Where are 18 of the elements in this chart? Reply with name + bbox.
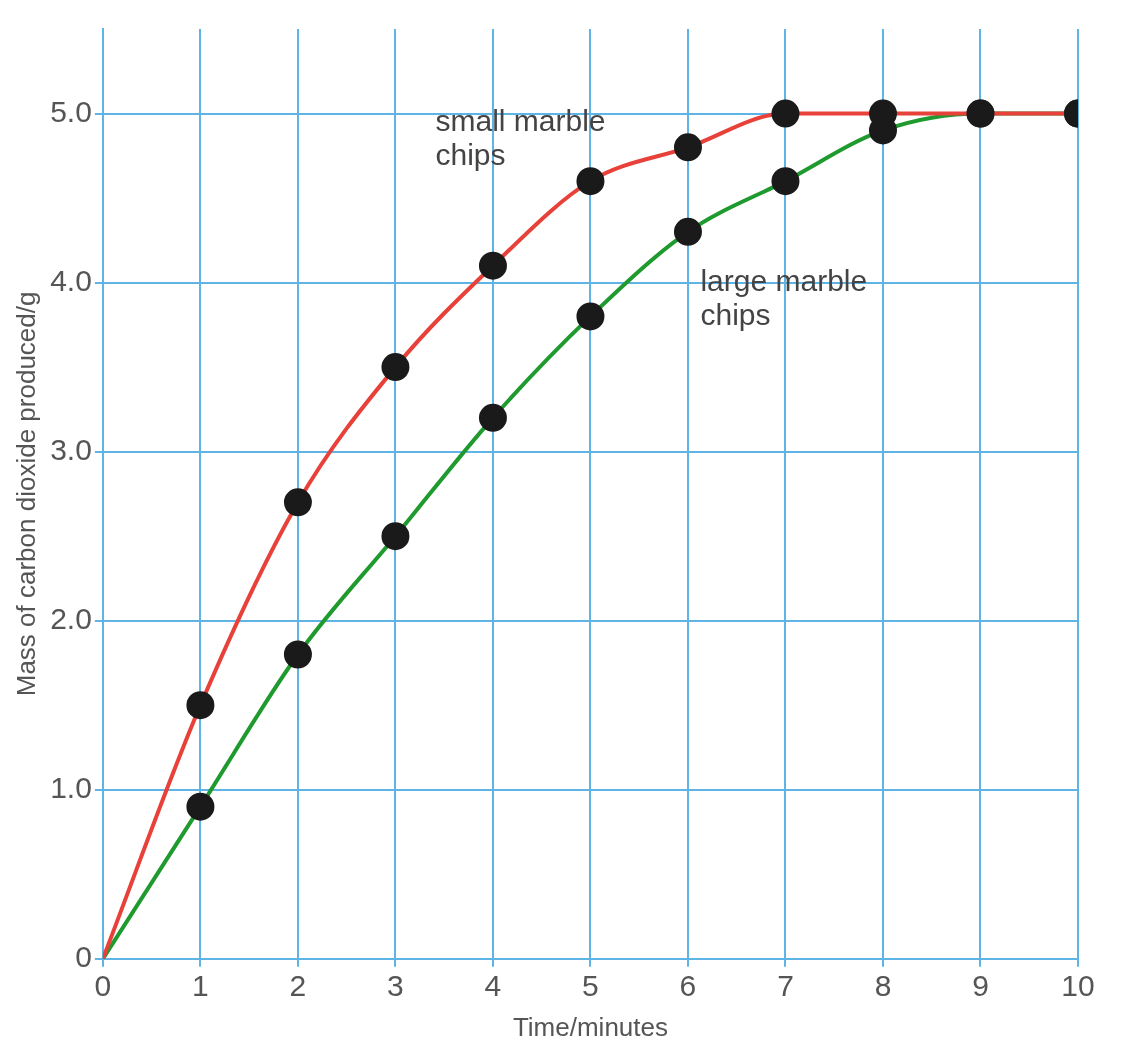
x-tick-label: 9 (972, 969, 989, 1003)
x-tick-label: 8 (874, 969, 892, 1003)
y-tick-label: 1.0 (50, 771, 92, 805)
x-tick-label: 3 (387, 969, 404, 1003)
x-tick-label: 10 (1061, 969, 1095, 1003)
x-tick-label: 1 (192, 969, 209, 1003)
x-tick-label: 5 (582, 969, 599, 1003)
x-tick-label: 7 (777, 969, 794, 1003)
y-tick-label: 3.0 (50, 432, 92, 466)
y-tick-label: 0 (75, 940, 92, 974)
x-tick-label: 4 (484, 969, 502, 1003)
x-tick-label: 6 (679, 969, 697, 1003)
y-tick-label: 2.0 (50, 601, 92, 635)
x-tick-label: 2 (289, 969, 307, 1003)
x-axis-title: Time/minutes (512, 1011, 668, 1042)
y-tick-label: 4.0 (50, 263, 92, 297)
y-tick-label: 5.0 (50, 94, 92, 128)
y-axis-title: Mass of carbon dioxide produced/g (10, 291, 41, 697)
